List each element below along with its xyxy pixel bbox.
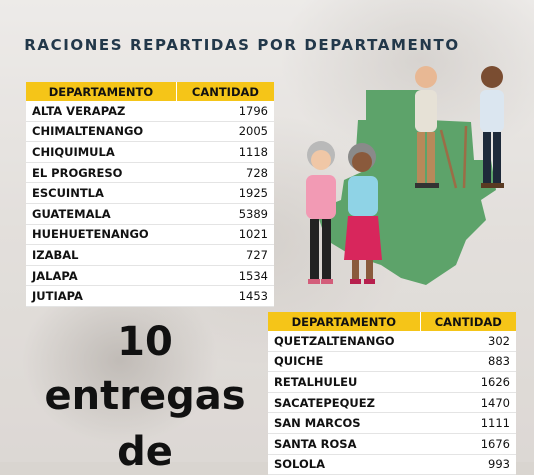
department-name: JUTIAPA (26, 285, 177, 307)
ration-count: 1021 (176, 224, 274, 246)
department-name: SOLOLA (268, 454, 421, 475)
table-row: JALAPA 1534 (26, 265, 274, 287)
departments-table-2: DEPARTAMENTO CANTIDAD QUETZALTENANGO 302 … (268, 312, 516, 475)
column-header-cantidad: CANTIDAD (176, 82, 274, 101)
table-row: CHIQUIMULA 1118 (26, 141, 274, 163)
department-name: ALTA VERAPAZ (26, 101, 177, 122)
column-header-cantidad: CANTIDAD (420, 312, 516, 331)
column-header-departamento: DEPARTAMENTO (26, 82, 177, 101)
department-name: CHIQUIMULA (26, 141, 177, 163)
elderly-man-icon (415, 66, 458, 189)
department-name: SANTA ROSA (268, 433, 421, 455)
department-name: QUICHE (268, 351, 421, 373)
elderly-man-icon (462, 66, 504, 189)
table-header-row: DEPARTAMENTO CANTIDAD (26, 82, 274, 101)
table-row: SAN MARCOS 1111 (268, 412, 516, 434)
table-row: SANTA ROSA 1676 (268, 433, 516, 455)
table-row: ALTA VERAPAZ 1796 (26, 101, 274, 122)
ration-count: 1453 (176, 285, 274, 307)
headline-number: 10 (117, 319, 173, 365)
headline-word: de (117, 429, 173, 475)
page-title: RACIONES REPARTIDAS POR DEPARTAMENTO (24, 36, 460, 54)
department-name: GUATEMALA (26, 203, 177, 225)
ration-count: 728 (176, 162, 274, 184)
table-row: HUEHUETENANGO 1021 (26, 224, 274, 246)
table-row: ESCUINTLA 1925 (26, 182, 274, 204)
table-row: IZABAL 727 (26, 244, 274, 266)
ration-count: 2005 (176, 121, 274, 143)
ration-count: 1925 (176, 182, 274, 204)
table-row: GUATEMALA 5389 (26, 203, 274, 225)
department-name: HUEHUETENANGO (26, 224, 177, 246)
table-row: RETALHULEU 1626 (268, 371, 516, 393)
ration-count: 1796 (176, 101, 274, 122)
department-name: QUETZALTENANGO (268, 331, 421, 352)
department-name: EL PROGRESO (26, 162, 177, 184)
department-name: IZABAL (26, 244, 177, 266)
ration-count: 1470 (420, 392, 516, 414)
ration-count: 1626 (420, 371, 516, 393)
department-name: ESCUINTLA (26, 182, 177, 204)
elderly-woman-icon (344, 143, 382, 284)
ration-count: 1534 (176, 265, 274, 287)
ration-count: 727 (176, 244, 274, 266)
department-name: SAN MARCOS (268, 412, 421, 434)
table-row: JUTIAPA 1453 (26, 285, 274, 307)
table-row: CHIMALTENANGO 2005 (26, 121, 274, 143)
table-row: QUICHE 883 (268, 351, 516, 373)
guatemala-map-icon (316, 90, 496, 285)
ration-count: 1676 (420, 433, 516, 455)
department-name: RETALHULEU (268, 371, 421, 393)
table-row: EL PROGRESO 728 (26, 162, 274, 184)
department-name: CHIMALTENANGO (26, 121, 177, 143)
table-header-row: DEPARTAMENTO CANTIDAD (268, 312, 516, 331)
department-name: JALAPA (26, 265, 177, 287)
ration-count: 1111 (420, 412, 516, 434)
table-row: QUETZALTENANGO 302 (268, 331, 516, 352)
elderly-illustration (306, 66, 504, 285)
ration-count: 883 (420, 351, 516, 373)
ration-count: 993 (420, 454, 516, 475)
column-header-departamento: DEPARTAMENTO (268, 312, 421, 331)
ration-count: 5389 (176, 203, 274, 225)
ration-count: 1118 (176, 141, 274, 163)
table-row: SOLOLA 993 (268, 454, 516, 475)
headline-word: entregas (44, 373, 246, 419)
table-row: SACATEPEQUEZ 1470 (268, 392, 516, 414)
departments-table-1: DEPARTAMENTO CANTIDAD ALTA VERAPAZ 1796 C… (26, 82, 274, 307)
department-name: SACATEPEQUEZ (268, 392, 421, 414)
ration-count: 302 (420, 331, 516, 352)
elderly-woman-icon (306, 141, 336, 284)
